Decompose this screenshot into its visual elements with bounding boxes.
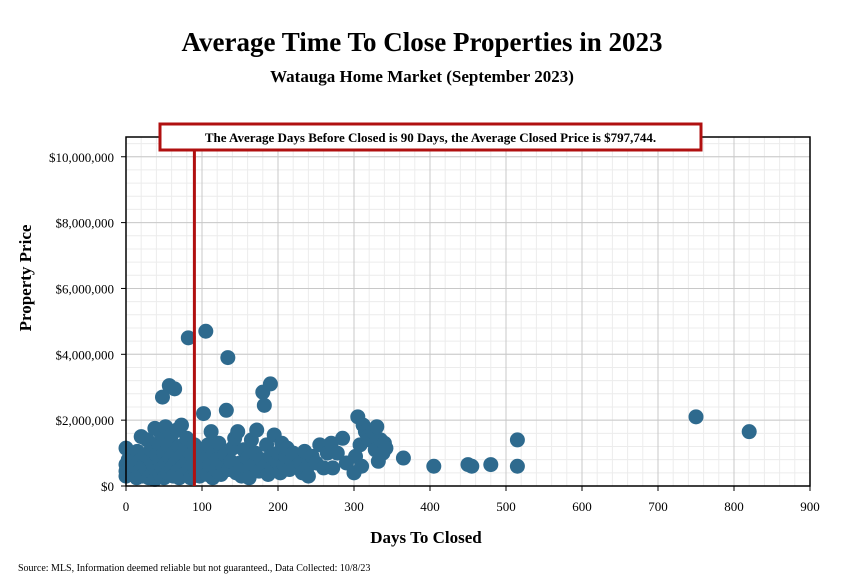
y-tick-label: $8,000,000 xyxy=(56,216,115,231)
data-point xyxy=(154,389,170,405)
data-point xyxy=(426,458,442,474)
chart-title: Average Time To Close Properties in 2023 xyxy=(181,27,663,57)
data-point xyxy=(198,323,214,339)
data-point xyxy=(218,402,234,418)
x-axis-title: Days To Closed xyxy=(370,528,482,547)
data-point xyxy=(741,424,757,440)
x-tick-label: 700 xyxy=(648,499,668,514)
data-point xyxy=(230,424,246,440)
x-tick-label: 0 xyxy=(123,499,130,514)
data-point xyxy=(335,430,351,446)
source-note: Source: MLS, Information deemed reliable… xyxy=(18,563,371,574)
data-point xyxy=(509,432,525,448)
data-point xyxy=(395,450,411,466)
data-point xyxy=(688,409,704,425)
x-axis: 0 100 200 300 400 500 600 700 800 900 xyxy=(123,486,820,514)
x-tick-label: 400 xyxy=(420,499,440,514)
y-tick-label: $2,000,000 xyxy=(56,413,115,428)
data-point xyxy=(211,435,227,451)
data-point xyxy=(180,330,196,346)
data-point xyxy=(203,424,219,440)
annotation-box xyxy=(158,122,703,152)
data-point xyxy=(369,419,385,435)
data-point xyxy=(196,406,212,422)
data-point xyxy=(262,376,278,392)
data-point xyxy=(483,457,499,473)
average-annotation: The Average Days Before Closed is 90 Day… xyxy=(158,122,703,152)
y-tick-label: $4,000,000 xyxy=(56,347,115,362)
data-point xyxy=(300,468,316,484)
data-points xyxy=(118,127,757,487)
y-axis: $0 $2,000,000 $4,000,000 $6,000,000 $8,000,0… xyxy=(49,150,126,494)
data-point xyxy=(220,350,236,366)
x-tick-label: 200 xyxy=(268,499,288,514)
data-point xyxy=(464,458,480,474)
minor-grid xyxy=(125,137,811,487)
data-point xyxy=(509,458,525,474)
y-tick-label: $6,000,000 xyxy=(56,281,115,296)
x-tick-label: 100 xyxy=(192,499,212,514)
x-tick-label: 800 xyxy=(724,499,744,514)
data-point xyxy=(249,422,265,438)
y-axis-title: Property Price xyxy=(16,224,35,331)
data-point xyxy=(354,458,370,474)
chart-subtitle: Watauga Home Market (September 2023) xyxy=(270,67,574,86)
x-tick-label: 600 xyxy=(572,499,592,514)
data-point xyxy=(167,381,183,397)
annotation-text: The Average Days Before Closed is 90 Day… xyxy=(205,130,656,145)
data-point xyxy=(378,440,394,456)
data-point xyxy=(256,397,272,413)
data-point xyxy=(173,417,189,433)
y-tick-label: $10,000,000 xyxy=(49,150,114,165)
data-point xyxy=(329,445,345,461)
x-tick-label: 500 xyxy=(496,499,516,514)
x-tick-label: 300 xyxy=(344,499,364,514)
y-tick-label: $0 xyxy=(101,479,114,494)
x-tick-label: 900 xyxy=(800,499,820,514)
data-point xyxy=(325,460,341,476)
